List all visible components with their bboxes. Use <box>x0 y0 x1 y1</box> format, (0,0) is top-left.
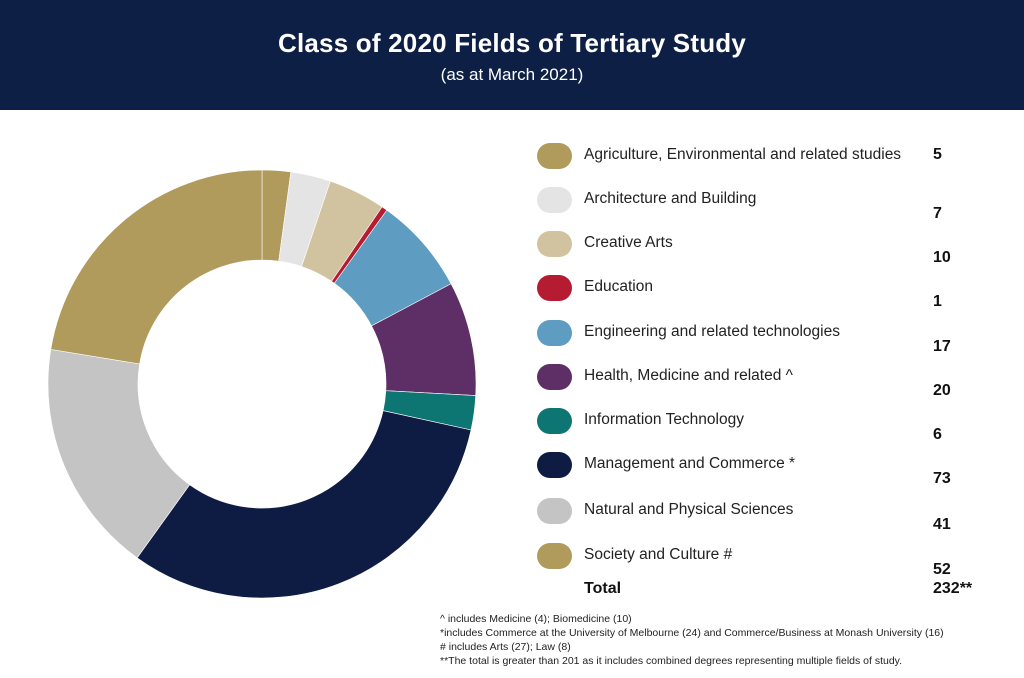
legend-value: 7 <box>933 205 942 222</box>
footnote-double-asterisk: **The total is greater than 201 as it in… <box>440 655 903 667</box>
legend-label: Creative Arts <box>584 234 673 251</box>
legend-item: Information Technology 6 <box>537 404 977 443</box>
legend-item: Agriculture, Environmental and related s… <box>537 139 977 173</box>
footnote-asterisk: *includes Commerce at the University of … <box>440 627 944 639</box>
donut-chart <box>48 170 476 598</box>
total-label: Total <box>584 580 622 597</box>
legend-item: Education 1 <box>537 271 977 310</box>
legend-swatch <box>537 231 572 257</box>
footnote-hash: # includes Arts (27); Law (8) <box>440 641 571 653</box>
legend-swatch <box>537 143 572 169</box>
legend-item: Management and Commerce * 73 <box>537 448 977 487</box>
legend-value: 5 <box>933 146 942 163</box>
legend-item: Creative Arts 10 <box>537 227 977 266</box>
legend-value: 6 <box>933 426 942 443</box>
legend-label: Society and Culture # <box>584 546 733 563</box>
legend-label: Engineering and related technologies <box>584 323 840 340</box>
legend-value: 20 <box>933 382 951 399</box>
legend-label: Information Technology <box>584 411 744 428</box>
legend-swatch <box>537 275 572 301</box>
legend-value: 41 <box>933 516 951 533</box>
total-value: 232** <box>933 580 973 597</box>
legend-swatch <box>537 364 572 390</box>
legend-swatch <box>537 452 572 478</box>
footnotes: ^ includes Medicine (4); Biomedicine (10… <box>440 612 1020 668</box>
title-banner: Class of 2020 Fields of Tertiary Study (… <box>0 0 1024 110</box>
legend-value: 73 <box>933 470 951 487</box>
legend-value: 17 <box>933 338 951 355</box>
legend-value: 10 <box>933 249 951 266</box>
legend-label: Health, Medicine and related ^ <box>584 367 793 384</box>
legend-item: Architecture and Building 7 <box>537 183 977 222</box>
donut-slice <box>48 349 191 559</box>
legend-swatch <box>537 408 572 434</box>
donut-slice <box>50 170 263 365</box>
legend-label: Management and Commerce * <box>584 455 796 472</box>
legend-swatch <box>537 498 572 524</box>
legend-item: Health, Medicine and related ^ 20 <box>537 360 977 399</box>
total-row: Total 232** <box>537 576 977 604</box>
legend-item: Society and Culture # 52 <box>537 539 977 578</box>
legend-label: Agriculture, Environmental and related s… <box>584 146 902 163</box>
legend-label: Architecture and Building <box>584 190 757 207</box>
chart-subtitle: (as at March 2021) <box>440 65 584 84</box>
donut-slice <box>136 410 472 598</box>
legend-swatch <box>537 187 572 213</box>
legend-swatch <box>537 320 572 346</box>
footnote-caret: ^ includes Medicine (4); Biomedicine (10… <box>440 613 632 625</box>
legend-label: Natural and Physical Sciences <box>584 501 794 518</box>
chart-title: Class of 2020 Fields of Tertiary Study <box>277 28 747 58</box>
legend-swatch <box>537 543 572 569</box>
legend-value: 1 <box>933 293 942 310</box>
legend-item: Engineering and related technologies 17 <box>537 316 977 355</box>
legend-value: 52 <box>933 561 951 578</box>
legend-item: Natural and Physical Sciences 41 <box>537 494 977 533</box>
legend-label: Education <box>584 278 653 295</box>
